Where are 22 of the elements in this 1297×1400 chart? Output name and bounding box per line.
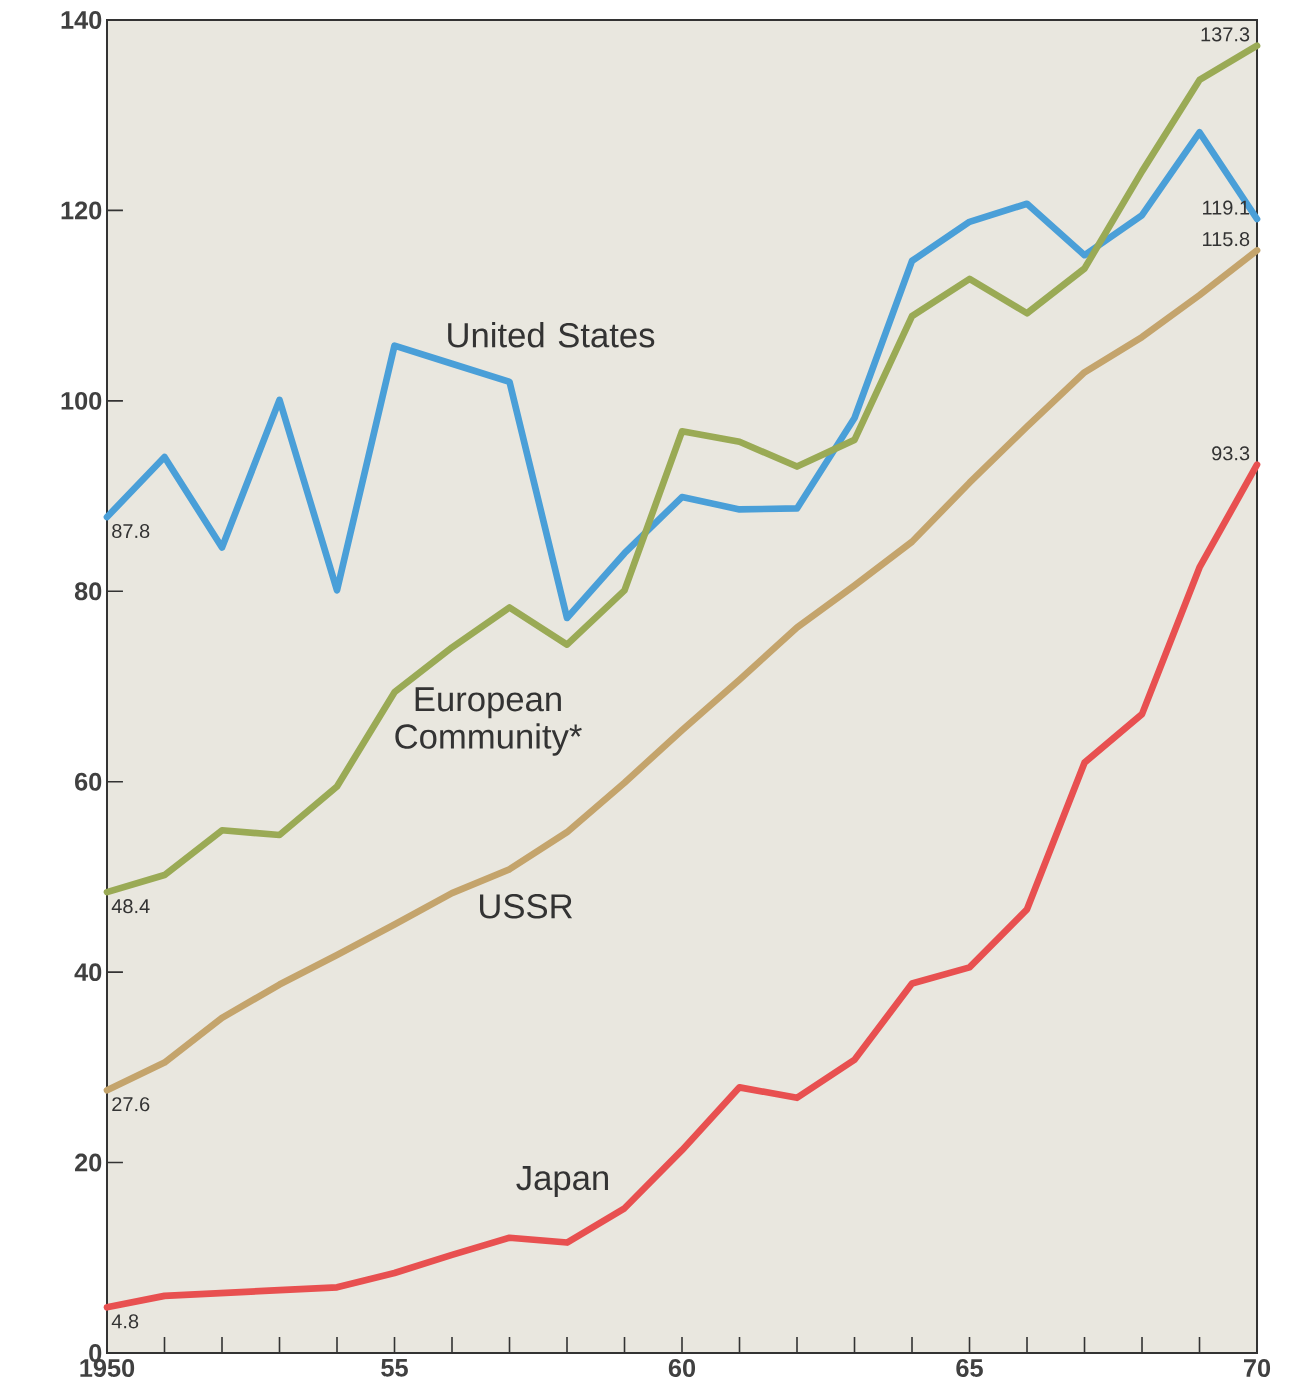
data-label: 4.8	[111, 1314, 139, 1329]
x-tick-label: 70	[1244, 1359, 1271, 1377]
series-label: European Community*	[395, 687, 582, 756]
data-label: 27.6	[112, 1097, 150, 1112]
y-tick-label: 100	[61, 391, 102, 410]
data-label: 87.8	[112, 523, 150, 539]
data-label: 48.4	[111, 899, 150, 914]
y-tick-label: 80	[74, 582, 102, 601]
y-tick-label: 20	[74, 1153, 102, 1172]
y-tick-label: 140	[61, 11, 102, 29]
x-tick-label: 65	[956, 1359, 983, 1377]
series-label: Japan	[516, 1166, 608, 1198]
series-label: USSR	[480, 894, 573, 919]
y-tick-label: 40	[74, 963, 102, 982]
data-label: 137.3	[1201, 27, 1250, 42]
y-tick-label: 60	[75, 772, 102, 791]
y-tick-label: 120	[61, 201, 102, 220]
data-label: 93.3	[1212, 446, 1250, 461]
x-tick-label: 60	[668, 1359, 696, 1377]
series-label: United States	[448, 322, 655, 348]
data-label: 115.8	[1203, 231, 1250, 247]
x-tick-label: 55	[381, 1359, 408, 1377]
